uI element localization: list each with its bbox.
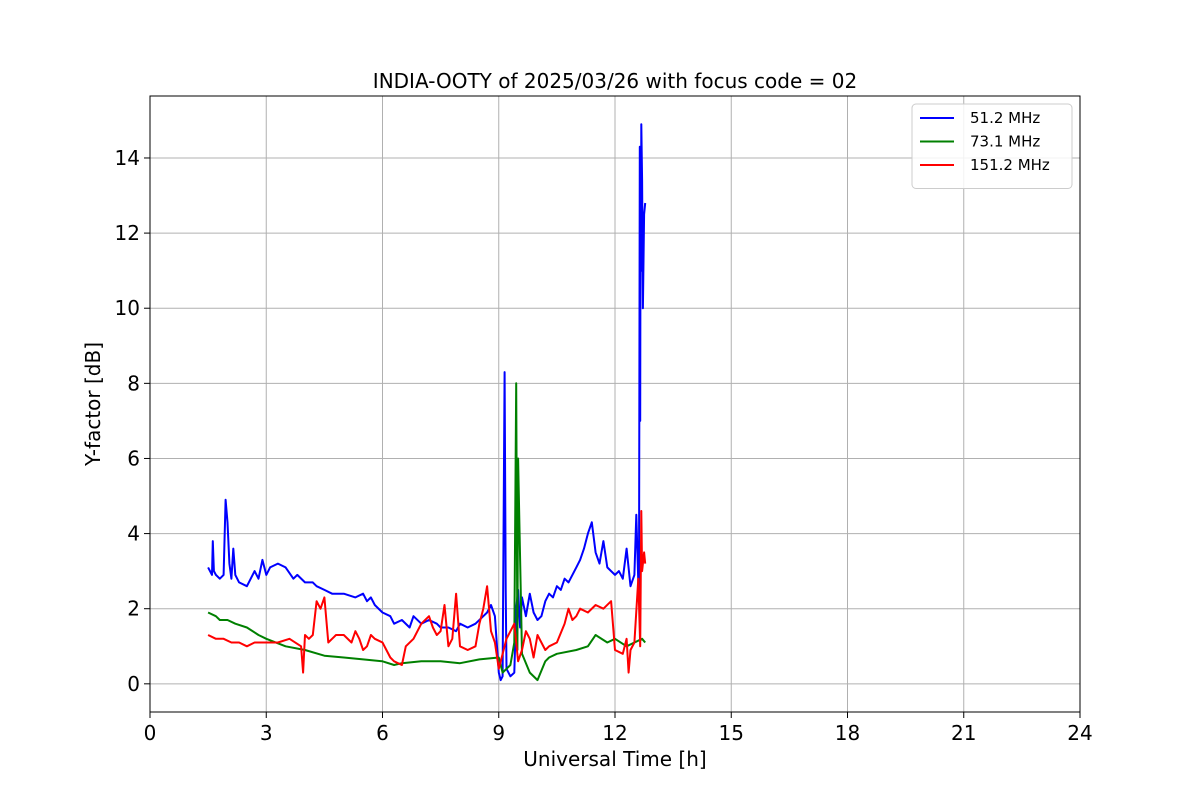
legend-label: 73.1 MHz: [970, 133, 1040, 151]
series-line-1: [207, 382, 646, 682]
legend-label: 51.2 MHz: [970, 109, 1040, 127]
y-tick-label: 10: [115, 296, 140, 320]
x-tick-label: 21: [951, 721, 976, 745]
y-tick-label: 12: [115, 221, 140, 245]
series-line-2: [207, 510, 647, 674]
x-axis-label: Universal Time [h]: [523, 747, 706, 771]
y-tick-label: 8: [127, 371, 140, 395]
x-tick-label: 6: [376, 721, 389, 745]
x-tick-label: 18: [835, 721, 860, 745]
chart-title: INDIA-OOTY of 2025/03/26 with focus code…: [373, 69, 857, 93]
legend-label: 151.2 MHz: [970, 156, 1050, 174]
y-tick-label: 4: [127, 522, 140, 546]
series-line-0: [207, 123, 647, 682]
x-tick-label: 3: [260, 721, 273, 745]
x-tick-label: 15: [719, 721, 744, 745]
x-tick-label: 24: [1067, 721, 1092, 745]
y-tick-label: 0: [127, 672, 140, 696]
y-tick-label: 6: [127, 446, 140, 470]
y-axis-label: Y-factor [dB]: [81, 342, 105, 467]
x-tick-label: 9: [492, 721, 505, 745]
series-layer: [207, 123, 647, 682]
x-tick-label: 0: [144, 721, 157, 745]
y-tick-label: 14: [115, 146, 140, 170]
x-tick-label: 12: [602, 721, 627, 745]
y-tick-label: 2: [127, 597, 140, 621]
legend-box: [911, 103, 1073, 189]
legend: 51.2 MHz 73.1 MHz 151.2 MHz: [911, 103, 1073, 189]
